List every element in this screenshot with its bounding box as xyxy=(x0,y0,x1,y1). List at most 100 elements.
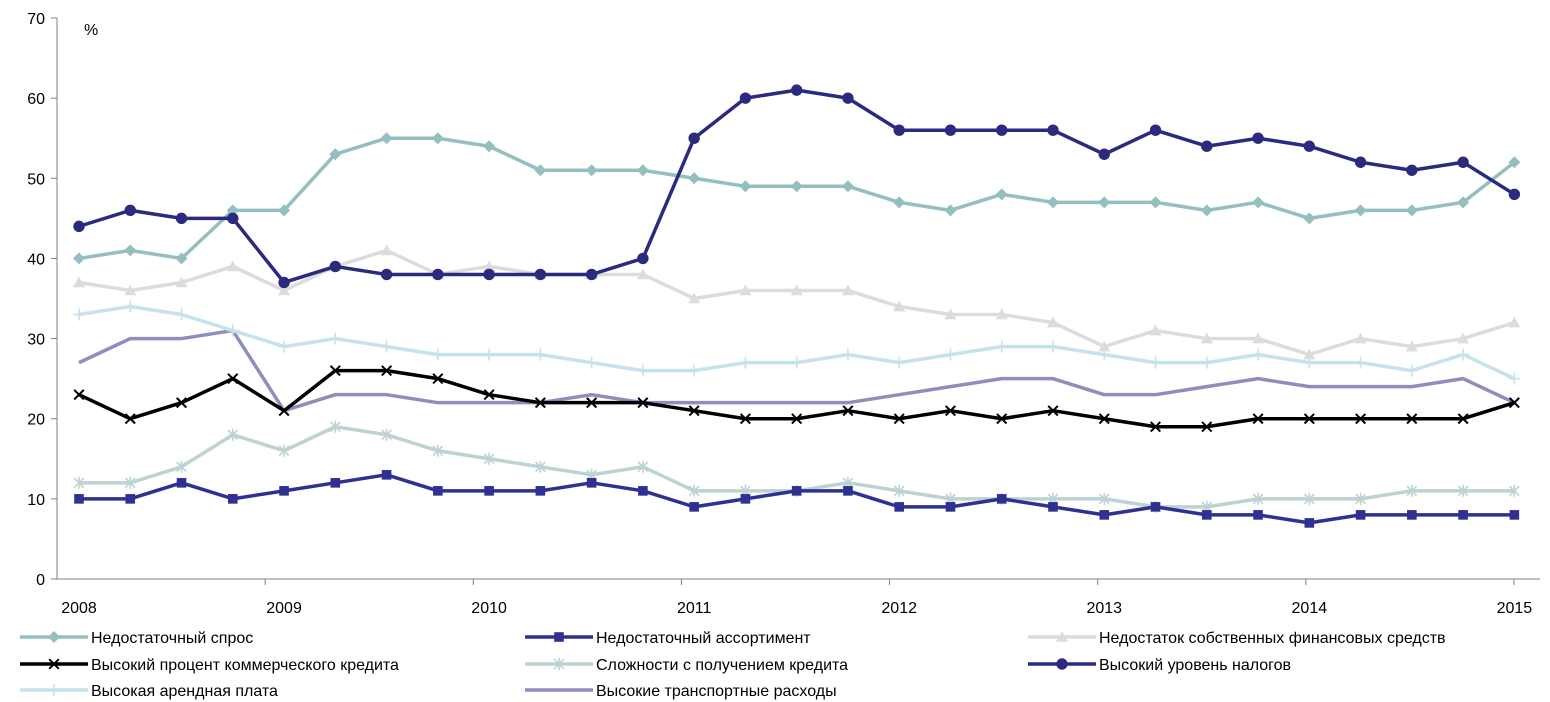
data-point xyxy=(432,268,444,281)
data-point xyxy=(1047,196,1059,209)
data-point xyxy=(1252,196,1265,209)
data-point xyxy=(381,365,393,377)
data-point xyxy=(73,276,85,288)
data-point xyxy=(433,486,443,496)
data-point xyxy=(945,502,956,512)
data-point xyxy=(585,164,598,177)
data-point xyxy=(740,494,751,504)
data-point xyxy=(790,284,803,296)
data-point xyxy=(636,164,649,177)
legend-label: Высокая арендная плата xyxy=(91,683,278,700)
data-point xyxy=(483,268,495,281)
legend-label: Высокие транспортные расходы xyxy=(596,683,837,700)
legend-label: Недостаток собственных финансовых средст… xyxy=(1099,630,1446,647)
y-tick-label: 30 xyxy=(27,332,45,349)
data-point xyxy=(1253,510,1263,520)
data-point xyxy=(944,204,957,217)
data-point xyxy=(1252,348,1265,361)
data-point xyxy=(1252,413,1264,425)
legend-label: Высокий уровень налогов xyxy=(1099,657,1291,674)
data-point xyxy=(1252,332,1265,344)
y-tick-label: 50 xyxy=(27,171,45,188)
data-point xyxy=(535,460,546,473)
data-point xyxy=(431,348,444,361)
data-point xyxy=(380,340,393,353)
legend-label: Недостаточный ассортимент xyxy=(596,630,811,647)
data-point xyxy=(483,389,495,401)
data-point xyxy=(175,252,188,265)
series-line xyxy=(78,328,1516,413)
series-5 xyxy=(73,84,1521,289)
data-point xyxy=(1252,492,1264,505)
data-point xyxy=(73,252,85,265)
data-point xyxy=(73,389,85,401)
axes: 0 10 20 30 40 50 60 70 2008 2009 2010 2011 2012 2013 2… xyxy=(27,11,1540,617)
data-point xyxy=(1098,492,1110,505)
data-point xyxy=(535,486,546,496)
data-point xyxy=(329,365,341,377)
data-point xyxy=(996,494,1007,504)
data-point xyxy=(790,180,803,193)
data-point xyxy=(995,308,1008,320)
legend-label: Сложности с получением кредита xyxy=(596,657,848,674)
data-point xyxy=(278,340,291,353)
data-point xyxy=(484,486,494,496)
data-point xyxy=(1098,340,1111,352)
y-tick-label: 70 xyxy=(27,11,45,28)
data-point xyxy=(1201,510,1212,520)
data-point xyxy=(176,460,187,473)
data-point xyxy=(124,244,137,257)
data-point xyxy=(1457,332,1470,344)
data-point xyxy=(893,484,905,497)
data-point xyxy=(226,324,239,337)
data-point xyxy=(278,284,291,296)
series-line xyxy=(78,136,1516,261)
data-point xyxy=(739,356,752,369)
data-point xyxy=(1150,502,1161,512)
y-axis-label: % xyxy=(84,22,98,39)
data-point xyxy=(1149,196,1162,209)
data-point xyxy=(227,212,239,225)
data-point xyxy=(944,308,957,320)
data-point xyxy=(74,494,84,504)
data-point xyxy=(996,413,1008,425)
y-tick-label: 10 xyxy=(27,492,45,509)
data-point xyxy=(1303,348,1316,360)
legend-item-4: Сложности с получением кредита xyxy=(525,657,848,674)
legend-label: Высокий процент коммерческого кредита xyxy=(91,657,399,674)
x-tick-label: 2014 xyxy=(1292,600,1328,617)
data-point xyxy=(1201,421,1213,433)
data-point xyxy=(1098,196,1111,209)
data-point xyxy=(637,252,649,265)
x-tick-label: 2011 xyxy=(677,600,712,617)
series-7 xyxy=(78,328,1516,413)
legend-item-0: Недостаточный спрос xyxy=(20,630,253,647)
data-point xyxy=(688,364,701,377)
data-point xyxy=(636,268,649,280)
x-tick-label: 2010 xyxy=(471,600,507,617)
data-point xyxy=(48,631,60,643)
data-point xyxy=(1200,204,1213,217)
data-point xyxy=(1099,510,1110,520)
legend-item-1: Недостаточный ассортимент xyxy=(525,630,811,647)
data-point xyxy=(483,348,496,361)
data-point xyxy=(48,684,60,696)
data-point xyxy=(124,204,136,217)
data-point xyxy=(1458,510,1468,520)
data-point xyxy=(637,397,649,409)
data-point xyxy=(1149,124,1162,136)
legend-item-2: Недостаток собственных финансовых средст… xyxy=(1028,630,1446,647)
data-point xyxy=(1047,340,1059,353)
data-point xyxy=(1405,340,1418,352)
x-tick-label: 2013 xyxy=(1086,600,1122,617)
data-point xyxy=(1354,356,1367,369)
data-point xyxy=(278,405,290,417)
data-point xyxy=(124,476,136,489)
series-line xyxy=(78,248,1515,357)
data-point xyxy=(791,413,803,425)
data-point xyxy=(739,180,752,193)
data-point xyxy=(73,220,85,233)
series-2 xyxy=(73,244,1521,360)
data-point xyxy=(1508,372,1521,385)
data-point xyxy=(1354,204,1367,217)
